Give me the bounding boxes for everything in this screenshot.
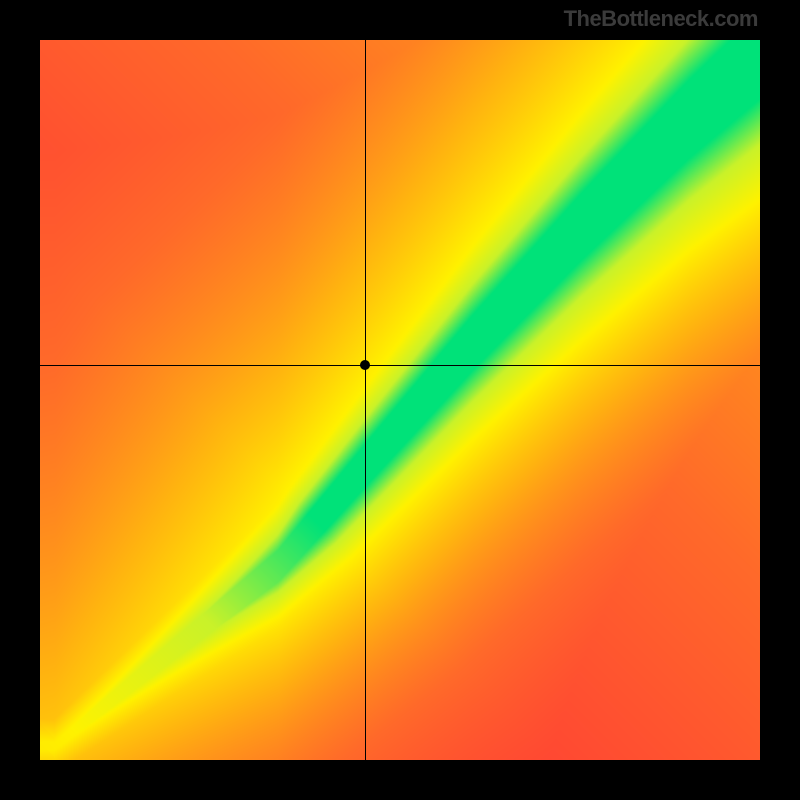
watermark-text: TheBottleneck.com	[564, 6, 758, 32]
heatmap-canvas	[40, 40, 760, 760]
plot-area	[40, 40, 760, 760]
crosshair-horizontal	[40, 365, 760, 366]
crosshair-vertical	[365, 40, 366, 760]
